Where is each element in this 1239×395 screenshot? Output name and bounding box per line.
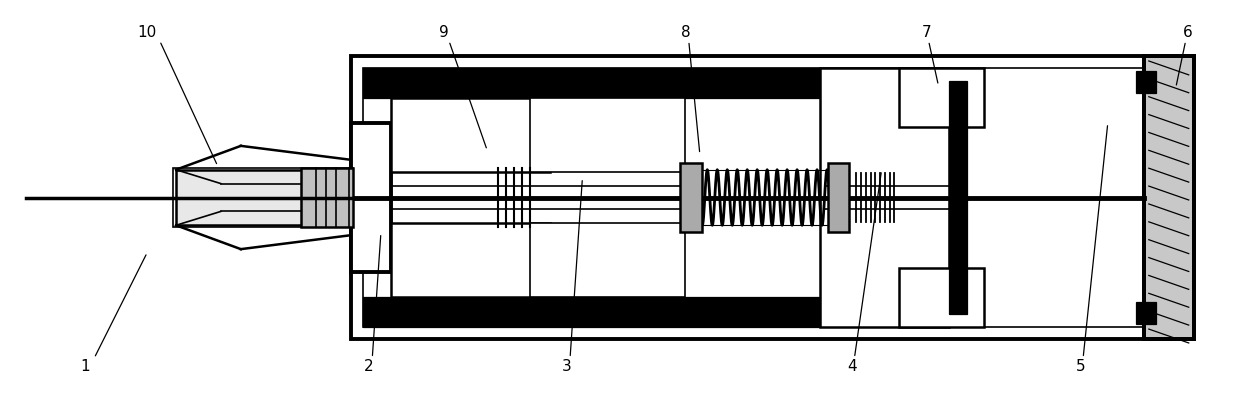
Text: 9: 9 <box>439 25 449 40</box>
Bar <box>1144 56 1193 339</box>
Bar <box>1144 56 1193 339</box>
Bar <box>1144 56 1193 339</box>
Bar <box>1136 302 1156 324</box>
Bar <box>1144 56 1193 339</box>
Text: 3: 3 <box>561 359 571 374</box>
Bar <box>1144 56 1193 339</box>
Bar <box>828 163 850 232</box>
Bar <box>301 168 353 227</box>
Bar <box>1144 56 1193 339</box>
Bar <box>351 123 390 272</box>
Bar <box>390 223 550 297</box>
Bar <box>363 297 819 327</box>
Bar <box>176 170 351 225</box>
Text: 1: 1 <box>81 359 90 374</box>
Bar <box>949 81 968 314</box>
Bar <box>1144 56 1193 339</box>
Bar <box>1144 56 1193 339</box>
Bar <box>1144 56 1193 339</box>
Bar <box>900 68 984 128</box>
Bar <box>1144 56 1193 339</box>
Bar <box>1144 56 1193 339</box>
Bar <box>1144 56 1193 339</box>
Bar <box>1144 56 1193 339</box>
Bar <box>530 223 685 297</box>
Text: 4: 4 <box>847 359 856 374</box>
Bar <box>530 98 685 172</box>
Text: 7: 7 <box>922 25 930 40</box>
Bar <box>1136 71 1156 93</box>
Text: 6: 6 <box>1183 25 1193 40</box>
Bar <box>1144 56 1193 339</box>
Bar <box>1144 56 1193 339</box>
Text: 10: 10 <box>138 25 157 40</box>
Text: 8: 8 <box>681 25 691 40</box>
Bar <box>173 168 353 227</box>
Bar <box>900 267 984 327</box>
Text: 5: 5 <box>1075 359 1085 374</box>
Text: 2: 2 <box>364 359 373 374</box>
Bar <box>363 68 1182 327</box>
Bar <box>1144 56 1193 339</box>
Bar <box>351 56 1193 339</box>
Bar <box>1144 56 1193 339</box>
Bar <box>363 68 819 98</box>
Bar <box>390 98 550 172</box>
Bar <box>680 163 701 232</box>
Bar <box>819 68 949 327</box>
